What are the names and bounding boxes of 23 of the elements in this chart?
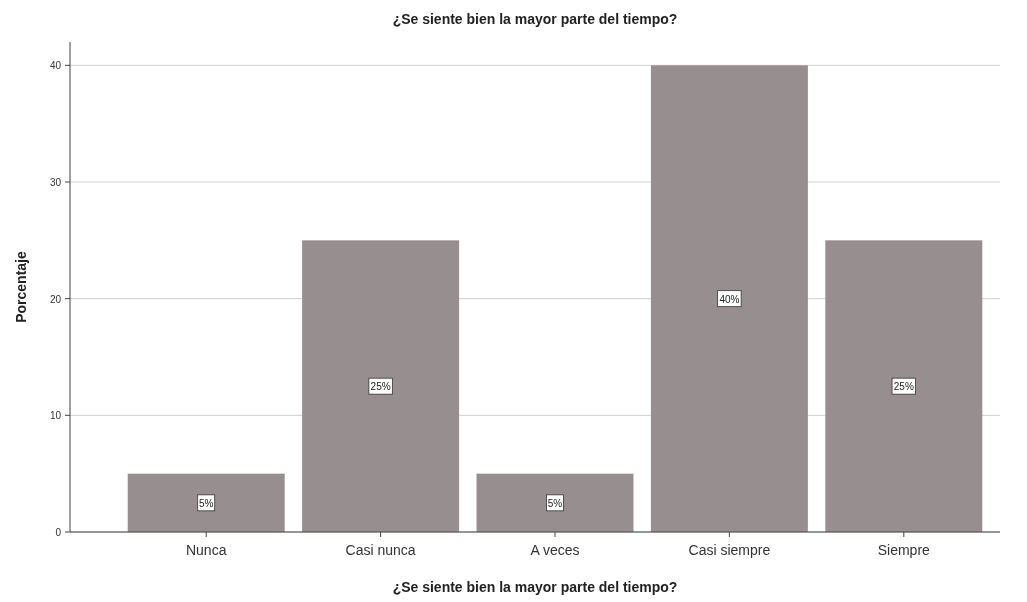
bar	[825, 240, 983, 532]
bar	[650, 65, 808, 532]
x-axis-title: ¿Se siente bien la mayor parte del tiempo?	[392, 579, 678, 595]
x-tick-label: Casi siempre	[688, 542, 771, 558]
x-tick-label: A veces	[530, 542, 580, 558]
y-tick-label: 40	[49, 60, 62, 72]
data-label: 25%	[370, 381, 391, 393]
bar	[476, 473, 634, 532]
x-tick-label: Siempre	[877, 542, 931, 558]
y-tick-label: 10	[49, 410, 62, 422]
x-tick-label: Nunca	[185, 542, 227, 558]
y-tick-label: 20	[49, 293, 62, 305]
chart-title: ¿Se siente bien la mayor parte del tiempo?	[392, 11, 678, 27]
y-axis-title: Porcentaje	[13, 251, 29, 323]
data-label: 5%	[547, 497, 563, 509]
data-label: 40%	[719, 293, 740, 305]
bar	[302, 240, 460, 532]
y-tick-label: 30	[49, 177, 62, 188]
data-label: 5%	[198, 497, 214, 509]
bar	[127, 473, 285, 532]
x-tick-label: Casi nunca	[345, 542, 416, 558]
data-label: 25%	[893, 381, 914, 393]
y-tick-label: 0	[55, 527, 62, 538]
